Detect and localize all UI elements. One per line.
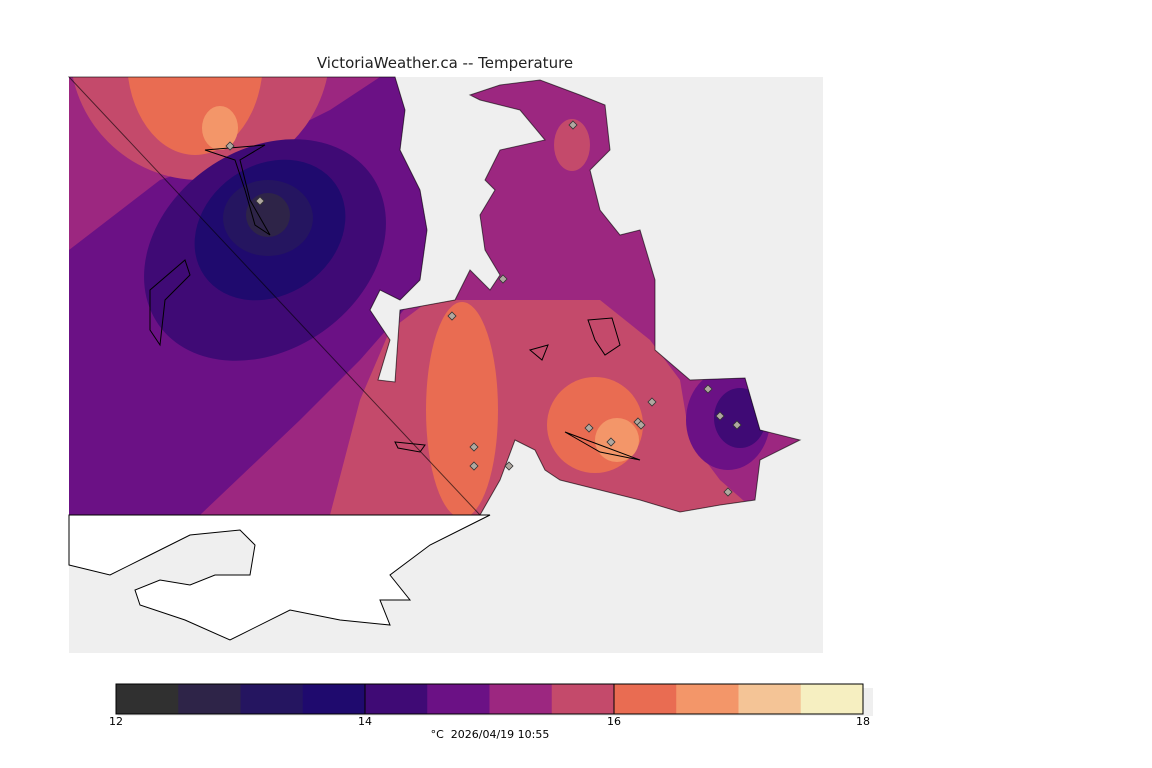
station-marker-icon[interactable] [636,420,646,430]
colorbar-band [489,684,553,714]
station-marker-icon[interactable] [225,141,235,151]
coastline [67,76,802,516]
chart-title: VictoriaWeather.ca -- Temperature [316,54,574,72]
station-marker-icon[interactable] [606,437,616,447]
colorbar-tick-18: 18 [856,715,870,728]
us-landmass [68,514,491,641]
colorbar-band [240,684,304,714]
colorbar-tick-12: 12 [109,715,123,728]
colorbar [115,683,873,716]
station-marker-icon[interactable] [647,397,657,407]
colorbar-band [614,684,677,714]
colorbar-band [738,684,802,714]
station-marker-icon[interactable] [723,487,733,497]
colorbar-band [116,684,179,714]
station-marker-icon[interactable] [469,442,479,452]
station-marker-icon[interactable] [584,423,594,433]
colorbar-tick-14: 14 [358,715,372,728]
weather-stations [225,120,742,497]
station-marker-icon[interactable] [498,274,508,284]
station-marker-icon[interactable] [255,196,265,206]
station-marker-icon[interactable] [703,384,713,394]
colorbar-band [676,684,739,714]
station-marker-icon[interactable] [715,411,725,421]
station-marker-icon[interactable] [469,461,479,471]
colorbar-band [427,684,490,714]
units-timestamp: °C 2026/04/19 10:55 [430,728,550,741]
colorbar-tick-16: 16 [607,715,621,728]
colorbar-band [551,684,615,714]
colorbar-frame [115,683,864,715]
station-marker-icon[interactable] [732,420,742,430]
colorbar-band [365,684,428,714]
station-marker-icon[interactable] [447,311,457,321]
colorbar-band [178,684,241,714]
station-marker-icon[interactable] [504,461,514,471]
station-marker-icon[interactable] [568,120,578,130]
colorbar-band [800,684,864,714]
colorbar-band [302,684,366,714]
